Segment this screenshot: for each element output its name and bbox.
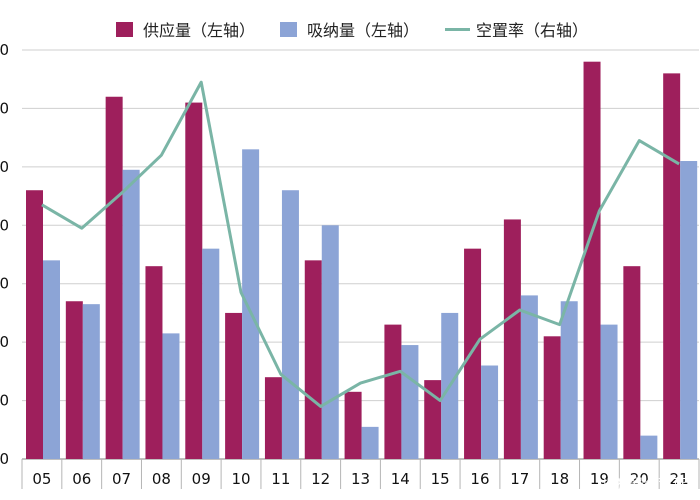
absorption-bar — [321, 225, 339, 459]
absorption-bar — [600, 324, 618, 459]
supply-bar — [145, 266, 163, 459]
supply-bar — [65, 301, 83, 459]
absorption-bar — [82, 304, 100, 459]
x-tick-label: 08 — [152, 470, 171, 488]
supply-bar — [225, 312, 243, 459]
legend-swatch — [280, 22, 297, 37]
y-tick-label: 0 — [0, 158, 9, 176]
watermark: 搜狐号@莆燕 — [602, 477, 686, 493]
bars — [26, 61, 698, 460]
x-tick-label: 14 — [391, 470, 410, 488]
supply-bar — [26, 190, 43, 459]
supply-bar — [185, 102, 203, 459]
supply-bar — [384, 324, 402, 459]
legend-label: 空置率（右轴） — [476, 21, 588, 40]
x-tick-label: 06 — [72, 470, 91, 488]
absorption-bar — [122, 169, 140, 459]
absorption-bar — [401, 345, 419, 459]
supply-bar — [304, 260, 322, 459]
absorption-bar — [162, 333, 180, 459]
supply-bar — [583, 61, 601, 459]
x-tick-label: 07 — [112, 470, 131, 488]
x-tick-label: 15 — [431, 470, 450, 488]
supply-bar — [264, 377, 282, 459]
x-tick-label: 13 — [351, 470, 370, 488]
x-tick-label: 17 — [510, 470, 529, 488]
supply-bar — [344, 391, 362, 459]
y-tick-label: 0 — [0, 333, 9, 351]
x-tick-label: 19 — [590, 470, 609, 488]
x-tick-label: 11 — [271, 470, 290, 488]
absorption-bar — [202, 248, 220, 459]
legend-swatch — [116, 22, 133, 37]
y-tick-label: 0 — [0, 392, 9, 410]
y-tick-label: 0 — [0, 41, 9, 59]
supply-bar — [543, 336, 561, 459]
y-tick-label: 0 — [0, 216, 9, 234]
absorption-bar — [242, 149, 260, 460]
x-tick-label: 18 — [550, 470, 569, 488]
absorption-bar — [481, 365, 499, 459]
legend-label: 供应量（左轴） — [143, 21, 255, 40]
y-tick-label: 0 — [0, 275, 9, 293]
absorption-bar — [361, 426, 379, 459]
supply-bar — [464, 248, 482, 459]
supply-bar — [663, 73, 681, 459]
legend-label: 吸纳量（左轴） — [307, 21, 419, 40]
supply-bar — [105, 96, 123, 459]
supply-bar — [623, 266, 641, 459]
x-tick-label: 05 — [32, 470, 51, 488]
legend: 供应量（左轴） 吸纳量（左轴） 空置率（右轴） — [116, 21, 588, 40]
vacancy-line — [41, 80, 680, 408]
absorption-bar — [281, 190, 299, 459]
x-tick-label: 21 — [670, 470, 689, 488]
absorption-bar — [43, 260, 60, 459]
y-tick-label: 0 — [0, 99, 9, 117]
absorption-bar — [520, 295, 538, 459]
y-tick-label: 0 — [0, 450, 9, 468]
y-axis-ticks: 0 0 0 0 0 0 0 0 — [0, 41, 9, 468]
supply-bar — [503, 219, 521, 459]
x-tick-label: 09 — [192, 470, 211, 488]
x-tick-label: 10 — [231, 470, 250, 488]
absorption-bar — [640, 435, 658, 459]
absorption-bar — [680, 161, 698, 459]
x-axis: 05 06 07 08 09 10 11 12 13 14 15 16 17 18 19 20 21 — [21, 459, 700, 489]
absorption-bar — [560, 301, 578, 459]
x-tick-label: 12 — [311, 470, 330, 488]
x-tick-label: 16 — [470, 470, 489, 488]
x-tick-label: 20 — [630, 470, 649, 488]
